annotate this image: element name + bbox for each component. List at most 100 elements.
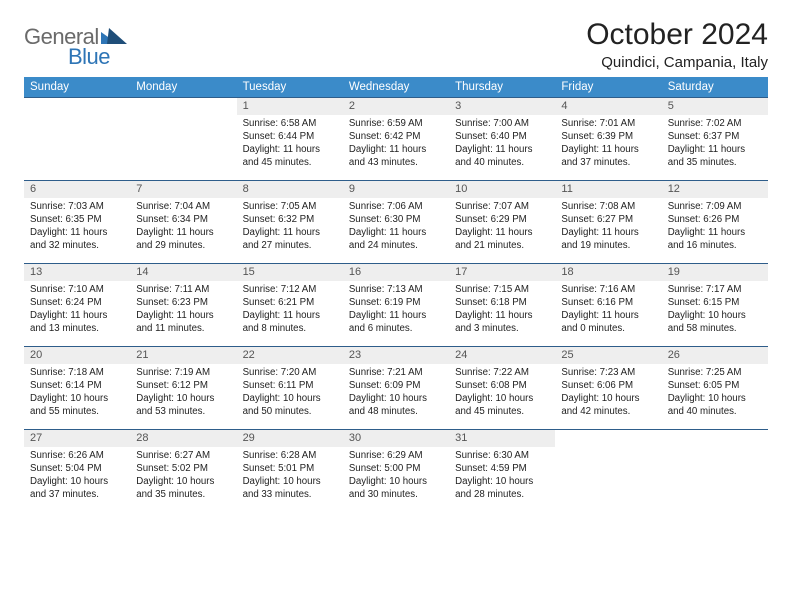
day-data-cell: Sunrise: 6:29 AMSunset: 5:00 PMDaylight:…: [343, 447, 449, 513]
day-number-cell: 22: [237, 347, 343, 364]
day-data-line: and 32 minutes.: [30, 239, 124, 252]
day-number-cell: 29: [237, 430, 343, 447]
day-data-line: and 29 minutes.: [136, 239, 230, 252]
day-data-line: Daylight: 11 hours: [136, 226, 230, 239]
day-data-row: Sunrise: 6:58 AMSunset: 6:44 PMDaylight:…: [24, 115, 768, 181]
day-data-line: Daylight: 11 hours: [455, 309, 549, 322]
day-data-line: and 24 minutes.: [349, 239, 443, 252]
day-data-line: Sunrise: 7:00 AM: [455, 117, 549, 130]
day-data-line: and 53 minutes.: [136, 405, 230, 418]
day-data-line: Sunset: 6:37 PM: [668, 130, 762, 143]
header: General Blue October 2024 Quindici, Camp…: [24, 18, 768, 71]
day-number-cell: 28: [130, 430, 236, 447]
day-data-line: Sunrise: 6:59 AM: [349, 117, 443, 130]
day-data-line: Daylight: 10 hours: [349, 475, 443, 488]
day-data-cell: Sunrise: 7:08 AMSunset: 6:27 PMDaylight:…: [555, 198, 661, 264]
day-data-line: Daylight: 11 hours: [30, 226, 124, 239]
day-data-line: and 19 minutes.: [561, 239, 655, 252]
weekday-header: Wednesday: [343, 77, 449, 98]
day-data-line: Sunset: 6:06 PM: [561, 379, 655, 392]
day-number-cell: 19: [662, 264, 768, 281]
day-data-line: Daylight: 11 hours: [136, 309, 230, 322]
day-data-line: Sunrise: 6:26 AM: [30, 449, 124, 462]
day-data-line: and 45 minutes.: [243, 156, 337, 169]
day-number-cell: 27: [24, 430, 130, 447]
day-data-cell: Sunrise: 6:59 AMSunset: 6:42 PMDaylight:…: [343, 115, 449, 181]
day-number-row: 12345: [24, 98, 768, 115]
day-data-line: Sunrise: 7:09 AM: [668, 200, 762, 213]
day-data-line: Sunrise: 7:11 AM: [136, 283, 230, 296]
day-data-cell: Sunrise: 7:01 AMSunset: 6:39 PMDaylight:…: [555, 115, 661, 181]
day-number-cell: 12: [662, 181, 768, 198]
weekday-header: Friday: [555, 77, 661, 98]
day-data-line: Daylight: 10 hours: [455, 392, 549, 405]
day-data-cell: Sunrise: 6:30 AMSunset: 4:59 PMDaylight:…: [449, 447, 555, 513]
day-number-cell: 31: [449, 430, 555, 447]
day-data-line: Daylight: 11 hours: [668, 226, 762, 239]
day-number-cell: 24: [449, 347, 555, 364]
day-data-line: Sunrise: 7:15 AM: [455, 283, 549, 296]
day-data-line: Sunset: 5:04 PM: [30, 462, 124, 475]
day-number-cell: 30: [343, 430, 449, 447]
day-data-cell: Sunrise: 6:28 AMSunset: 5:01 PMDaylight:…: [237, 447, 343, 513]
day-data-line: Daylight: 11 hours: [668, 143, 762, 156]
day-data-line: Sunrise: 7:21 AM: [349, 366, 443, 379]
day-data-line: Sunrise: 7:02 AM: [668, 117, 762, 130]
day-data-line: Sunset: 6:21 PM: [243, 296, 337, 309]
day-data-line: Sunrise: 7:07 AM: [455, 200, 549, 213]
day-data-line: and 21 minutes.: [455, 239, 549, 252]
day-number-cell: 11: [555, 181, 661, 198]
weekday-header: Monday: [130, 77, 236, 98]
day-data-line: Sunrise: 7:08 AM: [561, 200, 655, 213]
day-data-line: and 48 minutes.: [349, 405, 443, 418]
day-data-cell: Sunrise: 7:25 AMSunset: 6:05 PMDaylight:…: [662, 364, 768, 430]
day-data-cell: [130, 115, 236, 181]
day-data-cell: Sunrise: 7:09 AMSunset: 6:26 PMDaylight:…: [662, 198, 768, 264]
day-number-cell: 20: [24, 347, 130, 364]
day-data-cell: Sunrise: 7:02 AMSunset: 6:37 PMDaylight:…: [662, 115, 768, 181]
day-number-cell: [662, 430, 768, 447]
day-data-line: Sunrise: 7:10 AM: [30, 283, 124, 296]
day-data-line: Sunset: 6:11 PM: [243, 379, 337, 392]
day-number-cell: 21: [130, 347, 236, 364]
day-data-cell: Sunrise: 7:12 AMSunset: 6:21 PMDaylight:…: [237, 281, 343, 347]
day-data-cell: Sunrise: 6:27 AMSunset: 5:02 PMDaylight:…: [130, 447, 236, 513]
month-title: October 2024: [586, 18, 768, 52]
day-data-line: Daylight: 11 hours: [243, 226, 337, 239]
day-number-cell: 6: [24, 181, 130, 198]
day-data-cell: Sunrise: 7:15 AMSunset: 6:18 PMDaylight:…: [449, 281, 555, 347]
weekday-header-row: Sunday Monday Tuesday Wednesday Thursday…: [24, 77, 768, 98]
day-number-cell: 16: [343, 264, 449, 281]
day-data-line: Sunset: 6:12 PM: [136, 379, 230, 392]
day-data-line: and 45 minutes.: [455, 405, 549, 418]
day-data-line: and 33 minutes.: [243, 488, 337, 501]
day-data-line: Daylight: 11 hours: [561, 309, 655, 322]
calendar-table: Sunday Monday Tuesday Wednesday Thursday…: [24, 77, 768, 513]
day-data-line: Sunrise: 7:16 AM: [561, 283, 655, 296]
day-data-line: and 55 minutes.: [30, 405, 124, 418]
day-data-line: Sunset: 6:05 PM: [668, 379, 762, 392]
day-data-line: Sunset: 6:24 PM: [30, 296, 124, 309]
day-data-line: and 28 minutes.: [455, 488, 549, 501]
day-data-line: Sunrise: 7:22 AM: [455, 366, 549, 379]
day-data-line: Sunset: 5:02 PM: [136, 462, 230, 475]
weekday-header: Sunday: [24, 77, 130, 98]
weekday-header: Saturday: [662, 77, 768, 98]
day-data-cell: Sunrise: 7:20 AMSunset: 6:11 PMDaylight:…: [237, 364, 343, 430]
day-data-line: and 27 minutes.: [243, 239, 337, 252]
day-number-cell: 23: [343, 347, 449, 364]
logo-triangle-icon: [101, 28, 127, 44]
day-data-line: Daylight: 11 hours: [349, 226, 443, 239]
day-data-line: Sunrise: 7:13 AM: [349, 283, 443, 296]
day-number-cell: 25: [555, 347, 661, 364]
day-data-cell: Sunrise: 7:05 AMSunset: 6:32 PMDaylight:…: [237, 198, 343, 264]
day-data-line: Sunset: 6:14 PM: [30, 379, 124, 392]
day-data-cell: Sunrise: 7:04 AMSunset: 6:34 PMDaylight:…: [130, 198, 236, 264]
day-data-line: Daylight: 11 hours: [243, 143, 337, 156]
day-data-line: Sunrise: 7:03 AM: [30, 200, 124, 213]
day-data-cell: Sunrise: 7:17 AMSunset: 6:15 PMDaylight:…: [662, 281, 768, 347]
day-data-line: and 37 minutes.: [30, 488, 124, 501]
day-number-cell: 7: [130, 181, 236, 198]
day-data-line: Daylight: 10 hours: [668, 309, 762, 322]
day-data-line: Sunset: 6:29 PM: [455, 213, 549, 226]
